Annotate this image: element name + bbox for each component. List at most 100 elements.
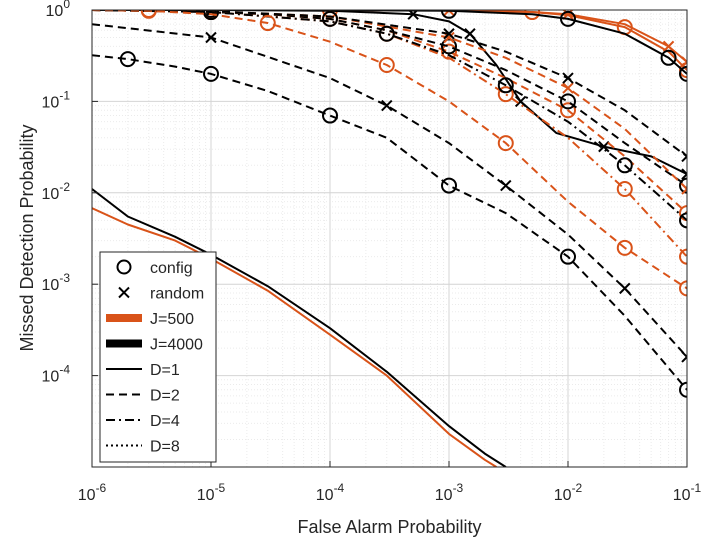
legend-item: J=4000	[106, 337, 203, 354]
data-point	[681, 183, 687, 195]
y-tick-label: 10-1	[42, 88, 71, 111]
y-tick-label: 10-3	[42, 271, 71, 294]
data-point	[378, 57, 395, 74]
data-point	[443, 28, 455, 40]
data-point	[619, 282, 631, 295]
data-point	[681, 168, 687, 180]
legend-item: D=8	[106, 439, 180, 456]
x-tick-label: 10-3	[435, 481, 464, 504]
data-point	[681, 56, 687, 68]
series	[92, 10, 687, 229]
legend-label: J=500	[150, 311, 194, 328]
data-point	[500, 179, 512, 192]
data-point	[497, 86, 514, 103]
tick-layer: 10-6 10-5 10-4 10-3 10-2 10-1 100 10-1 10-2 10-3 1…	[42, 0, 702, 504]
data-point	[203, 10, 219, 18]
data-point	[378, 25, 395, 42]
series	[92, 51, 687, 398]
data-point	[679, 177, 687, 194]
x-axis-label: False Alarm Probability	[297, 517, 481, 537]
data-point	[562, 72, 574, 84]
legend-label: J=4000	[150, 337, 203, 354]
legend-label: config	[150, 260, 193, 277]
series	[92, 10, 687, 82]
x-tick-label: 10-2	[554, 481, 583, 504]
series-line	[92, 10, 687, 63]
data-point	[562, 82, 574, 94]
data-point	[679, 205, 687, 222]
legend-circle-symbol	[116, 259, 132, 275]
grid	[91, 10, 687, 468]
series-line	[92, 207, 497, 467]
data-point	[464, 28, 476, 40]
legend-label: D=1	[150, 362, 180, 379]
data-point	[681, 150, 687, 163]
y-tick-label: 100	[46, 0, 71, 20]
data-point	[119, 51, 136, 68]
data-point	[679, 248, 687, 265]
y-axis-label: Missed Detection Probability	[17, 124, 37, 351]
data-point	[616, 239, 633, 256]
y-tick-label: 10-4	[42, 363, 71, 386]
legend-label: D=4	[150, 413, 180, 430]
data-point	[662, 40, 675, 53]
data-point	[407, 10, 419, 20]
series	[92, 10, 687, 297]
data-point	[441, 38, 457, 55]
legend-label: D=8	[150, 439, 180, 456]
legend-box	[99, 251, 217, 463]
x-tick-label: 10-5	[197, 481, 226, 504]
legend-cross-symbol	[118, 286, 130, 299]
data-point	[681, 351, 687, 363]
series-line	[92, 10, 687, 222]
data-point	[381, 99, 393, 112]
data-point	[322, 10, 338, 27]
data-point	[497, 135, 514, 152]
data-point	[560, 248, 576, 265]
data-point	[203, 65, 219, 82]
legend-label: random	[150, 286, 204, 303]
series-layer	[92, 10, 687, 467]
data-point	[598, 140, 610, 153]
series-line	[92, 10, 687, 290]
data-point	[616, 181, 633, 198]
data-point	[660, 49, 677, 66]
legend-item: D=2	[106, 388, 180, 405]
data-point	[560, 102, 576, 119]
data-point	[679, 381, 687, 398]
data-point	[203, 10, 219, 21]
series-line	[92, 10, 687, 158]
data-point	[441, 177, 457, 194]
data-point	[441, 10, 457, 19]
legend-label: D=2	[150, 388, 180, 405]
data-point	[679, 280, 687, 297]
data-point	[679, 212, 687, 229]
x-tick-label: 10-1	[673, 481, 702, 504]
legend: config random J=500 J=4000 D=1 D=2 D=4 D=8	[99, 251, 217, 463]
data-point	[259, 15, 276, 32]
data-point	[514, 95, 527, 108]
data-point	[497, 77, 514, 94]
data-point	[679, 65, 687, 82]
x-tick-label: 10-4	[316, 481, 345, 504]
series-line	[92, 10, 687, 190]
y-tick-label: 10-2	[42, 180, 71, 203]
series	[92, 207, 497, 467]
plot-frame	[91, 9, 688, 468]
series	[92, 23, 687, 363]
data-point	[140, 10, 157, 19]
series-line	[92, 188, 507, 467]
legend-item: random	[118, 286, 204, 303]
legend-item: D=4	[106, 413, 180, 430]
x-tick-label: 10-6	[78, 481, 107, 504]
data-point	[560, 10, 576, 27]
series-line	[92, 54, 687, 391]
legend-item: config	[116, 259, 193, 277]
series-line	[92, 23, 687, 358]
series	[92, 188, 507, 467]
legend-item: J=500	[106, 311, 194, 328]
data-point	[616, 157, 633, 174]
data-point	[205, 31, 217, 44]
data-point	[560, 93, 576, 110]
